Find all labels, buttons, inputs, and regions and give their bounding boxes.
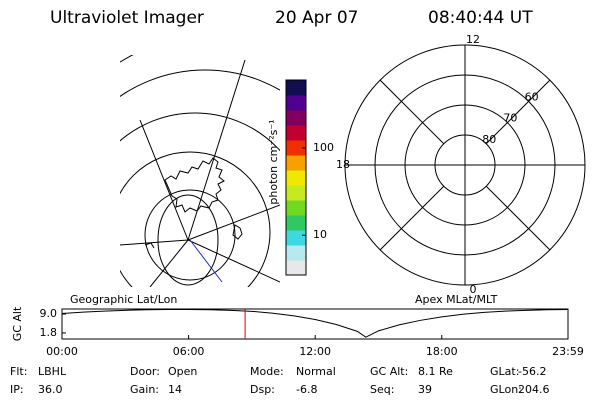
colorbar-frame xyxy=(285,79,307,276)
timeline-ylabel: GC Alt xyxy=(11,306,24,341)
field-value: 36.0 xyxy=(38,383,63,396)
field-value: 39 xyxy=(418,383,432,396)
mlt-label: 0 xyxy=(470,283,477,296)
polar-label: Apex MLat/MLT xyxy=(415,293,498,306)
colorbar-band xyxy=(286,95,306,111)
field-label: GLat: xyxy=(490,365,519,378)
timeline-frame xyxy=(61,308,569,340)
y-tick-label: 1.8 xyxy=(40,326,58,339)
field-value: -56.2 xyxy=(518,365,546,378)
field-value: LBHL xyxy=(38,365,67,378)
x-tick-label: 18:00 xyxy=(426,345,458,358)
colorbar-band xyxy=(286,80,306,96)
colorbar-band xyxy=(286,155,306,171)
field-value: 204.6 xyxy=(518,383,550,396)
colorbar-band xyxy=(286,125,306,141)
field-label: Dsp: xyxy=(250,383,275,396)
colorbar-band xyxy=(286,230,306,246)
polar-diagonal xyxy=(379,185,445,251)
field-label: GC Alt: xyxy=(370,365,408,378)
colorbar-band xyxy=(286,185,306,201)
field-value: -6.8 xyxy=(296,383,317,396)
lat-ring xyxy=(374,74,556,256)
gc-alt-line xyxy=(61,309,568,338)
lat-label: 70 xyxy=(503,112,517,125)
polar-diagonal xyxy=(485,185,551,251)
geo-label: Geographic Lat/Lon xyxy=(70,293,177,306)
colorbar-band xyxy=(286,110,306,126)
lat-label: 60 xyxy=(525,90,539,103)
polar-diagonal xyxy=(379,79,445,145)
x-tick-label: 00:00 xyxy=(46,345,78,358)
colorbar-tick-label: 100 xyxy=(313,141,334,154)
field-label: Seq: xyxy=(370,383,394,396)
lat-ring xyxy=(434,134,496,196)
field-value: Normal xyxy=(296,365,336,378)
field-value: 8.1 Re xyxy=(418,365,453,378)
colorbar-band xyxy=(286,245,306,261)
lat-ring xyxy=(404,104,526,226)
mlt-label: 12 xyxy=(466,33,480,46)
field-label: GLon: xyxy=(490,383,522,396)
field-value: Open xyxy=(168,365,197,378)
colorbar-band xyxy=(286,140,306,156)
x-tick-label: 12:00 xyxy=(299,345,331,358)
field-label: Flt: xyxy=(10,365,27,378)
polar-diagonal xyxy=(485,79,551,145)
field-label: Gain: xyxy=(130,383,159,396)
time: 08:40:44 UT xyxy=(428,8,533,28)
colorbar-label: photon cm⁻²s⁻¹ xyxy=(267,119,280,204)
geo-map xyxy=(120,55,280,287)
field-label: IP: xyxy=(10,383,24,396)
colorbar-band xyxy=(286,200,306,216)
date: 20 Apr 07 xyxy=(275,8,358,28)
field-label: Mode: xyxy=(250,365,284,378)
field-value: 14 xyxy=(168,383,182,396)
title: Ultraviolet Imager xyxy=(50,8,204,28)
lat-label: 80 xyxy=(482,133,496,146)
colorbar-band xyxy=(286,260,306,276)
x-tick-label: 06:00 xyxy=(173,345,205,358)
colorbar-band xyxy=(286,215,306,231)
x-tick-label: 23:59 xyxy=(552,345,584,358)
mlt-label: 18 xyxy=(336,158,350,171)
colorbar-band xyxy=(286,170,306,186)
field-label: Door: xyxy=(130,365,160,378)
colorbar-tick-label: 10 xyxy=(313,228,327,241)
y-tick-label: 9.0 xyxy=(40,307,58,320)
